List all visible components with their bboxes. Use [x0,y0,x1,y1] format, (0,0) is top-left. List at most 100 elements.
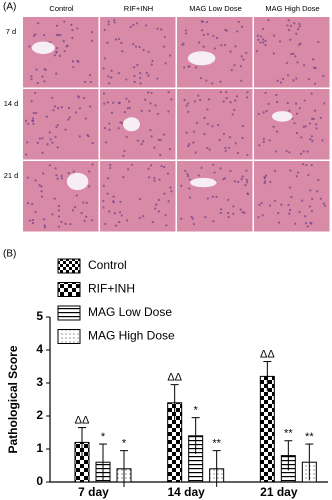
legend-swatch [57,282,81,297]
nucleus [285,149,288,153]
nucleus [136,63,139,67]
nucleus [307,78,311,81]
nucleus [66,44,69,47]
nucleus [180,217,183,220]
nucleus [26,122,30,125]
nucleus [296,61,299,64]
nucleus [31,218,35,222]
nucleus [56,106,60,110]
nucleus [147,167,150,170]
nucleus [265,174,268,177]
nucleus [259,41,262,44]
nucleus [31,203,34,206]
nucleus [28,45,31,48]
nucleus [103,126,107,130]
nucleus [289,24,293,28]
nucleus [309,138,312,141]
nucleus [125,78,128,81]
nucleus [188,187,191,190]
nucleus [184,29,187,32]
nucleus [239,65,242,68]
nucleus [134,45,138,48]
nucleus [121,50,124,53]
nucleus [34,179,37,182]
column-label: MAG Low Dose [189,4,242,13]
nucleus [64,128,67,131]
nucleus [288,109,291,112]
nucleus [140,143,143,146]
nucleus [67,118,70,121]
nucleus [30,100,33,103]
nucleus [269,180,272,184]
nucleus [170,190,173,193]
nucleus [60,177,64,180]
nucleus [60,220,63,224]
nucleus [245,169,248,172]
nucleus [60,174,63,178]
nucleus [122,176,125,179]
nucleus [75,194,78,197]
nucleus [298,22,301,26]
nucleus [203,116,206,119]
nucleus [193,100,197,103]
nucleus [138,216,142,220]
nucleus [289,208,292,212]
bar [259,375,275,483]
nucleus [57,225,61,228]
nucleus [215,195,218,199]
nucleus [156,77,159,80]
nucleus [311,197,314,201]
nucleus [246,192,250,196]
nucleus [118,221,121,224]
nucleus [262,41,265,44]
nucleus [241,25,244,28]
nucleus [188,178,191,181]
nucleus [264,180,267,183]
nucleus [54,135,57,138]
y-tick-label: 0 [36,474,43,488]
nucleus [168,148,171,151]
nucleus [310,92,313,95]
nucleus [49,138,52,141]
nucleus [187,102,190,105]
vessel [123,117,140,132]
nucleus [261,214,264,217]
significance-label: ΔΔ [75,414,90,426]
nucleus [107,75,110,78]
vessel [31,41,55,54]
nucleus [163,192,166,195]
micrograph [254,17,330,88]
nucleus [91,142,94,145]
nucleus [157,210,160,213]
nucleus [67,106,71,109]
nucleus [144,24,148,27]
nucleus [71,29,74,32]
nucleus [310,117,314,120]
nucleus [74,111,78,114]
legend-label: Control [88,258,127,272]
nucleus [206,33,210,36]
significance-label: ** [305,431,314,443]
micrograph [23,161,99,232]
nucleus [133,80,136,83]
nucleus [236,30,239,33]
nucleus [242,58,245,61]
nucleus [289,169,292,172]
nucleus [219,211,222,215]
nucleus [313,109,317,112]
nucleus [319,197,322,200]
nucleus [230,68,233,72]
nucleus [103,222,107,226]
nucleus [42,218,45,221]
nucleus [184,169,187,173]
nucleus [55,72,58,75]
vessel [187,51,216,66]
nucleus [312,117,315,121]
nucleus [240,55,243,58]
nucleus [258,203,261,206]
nucleus [32,34,36,37]
nucleus [113,21,116,24]
nucleus [202,45,205,48]
nucleus [147,176,151,179]
